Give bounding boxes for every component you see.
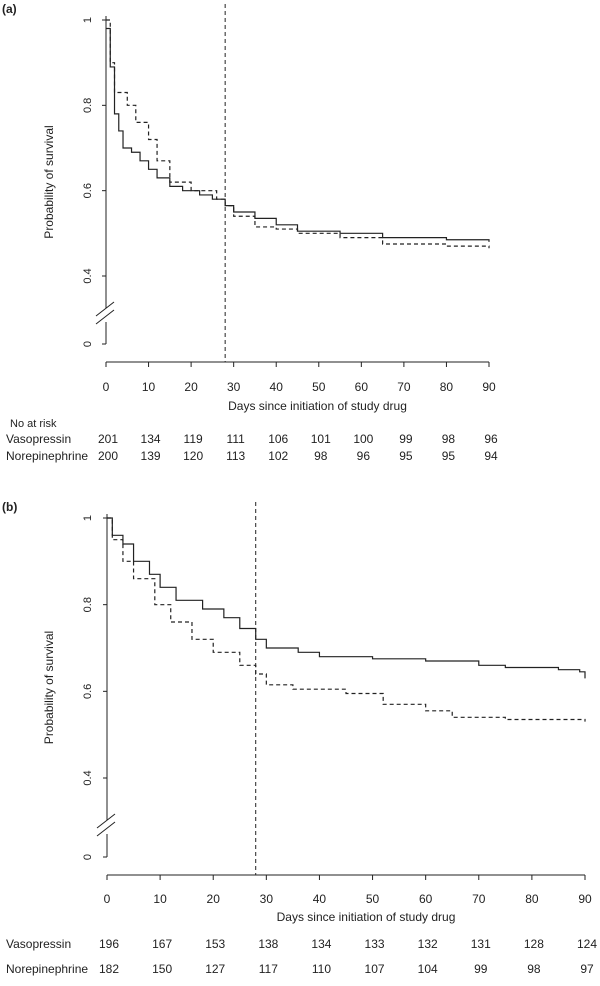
risk-count: 134: [141, 432, 161, 446]
x-tick-label: 50: [366, 892, 380, 906]
risk-row-name: Norepinephrine: [6, 962, 88, 976]
survival-curve: [107, 517, 586, 722]
survival-curve: [106, 19, 490, 249]
y-tick-label: 0: [82, 341, 94, 347]
axis-break: [96, 821, 116, 837]
risk-count: 97: [580, 962, 594, 976]
x-tick-label: 50: [312, 380, 326, 394]
x-tick-label: 60: [419, 892, 433, 906]
y-tick-label: 0.8: [82, 597, 94, 612]
risk-count: 107: [365, 962, 385, 976]
x-tick-label: 0: [103, 380, 110, 394]
y-axis-label: Probability of survival: [42, 631, 56, 744]
x-tick-label: 90: [482, 380, 496, 394]
axis-break: [95, 309, 115, 325]
survival-curve: [106, 27, 490, 242]
x-tick-label: 30: [227, 380, 241, 394]
x-tick-label: 20: [184, 380, 198, 394]
x-tick-label: 30: [260, 892, 274, 906]
x-axis-label: Days since initiation of study drug: [277, 910, 456, 924]
x-tick-label: 10: [153, 892, 167, 906]
x-tick-label: 90: [578, 892, 592, 906]
x-tick-label: 60: [355, 380, 369, 394]
x-tick-label: 80: [440, 380, 454, 394]
y-tick-label: 0.4: [82, 268, 94, 283]
x-tick-label: 40: [270, 380, 284, 394]
risk-count: 128: [524, 937, 544, 951]
risk-count: 138: [258, 937, 278, 951]
risk-count: 201: [98, 432, 118, 446]
panel-label: (a): [2, 2, 17, 16]
risk-count: 131: [471, 937, 491, 951]
risk-count: 101: [311, 432, 331, 446]
risk-count: 196: [99, 937, 119, 951]
risk-count: 153: [205, 937, 225, 951]
risk-count: 96: [357, 449, 371, 463]
y-axis-label: Probability of survival: [42, 125, 56, 238]
y-tick-label: 0: [82, 854, 94, 860]
risk-count: 99: [399, 432, 413, 446]
axis-break: [96, 813, 116, 829]
y-tick-label: 0.6: [82, 684, 94, 699]
risk-count: 94: [484, 449, 498, 463]
risk-count: 99: [474, 962, 488, 976]
risk-row-name: Vasopressin: [6, 937, 71, 951]
x-tick-label: 10: [142, 380, 156, 394]
y-tick-label: 0.8: [82, 98, 94, 113]
risk-count: 113: [226, 449, 245, 463]
risk-count: 111: [227, 432, 246, 446]
risk-count: 104: [418, 962, 438, 976]
axis-break: [95, 301, 115, 317]
survival-curve: [107, 517, 586, 679]
y-tick-label: 0.6: [82, 183, 94, 198]
risk-count: 133: [365, 937, 385, 951]
risk-count: 139: [141, 449, 161, 463]
y-tick-label: 0.4: [82, 770, 94, 785]
x-tick-label: 0: [104, 892, 111, 906]
x-tick-label: 40: [313, 892, 327, 906]
risk-count: 96: [484, 432, 498, 446]
panel-label: (b): [2, 500, 17, 514]
risk-count: 98: [314, 449, 328, 463]
y-tick-label: 1: [82, 515, 94, 521]
x-tick-label: 70: [397, 380, 411, 394]
risk-count: 98: [527, 962, 541, 976]
x-tick-label: 80: [525, 892, 539, 906]
risk-row-name: Vasopressin: [6, 432, 71, 446]
risk-count: 167: [152, 937, 172, 951]
risk-count: 150: [152, 962, 172, 976]
risk-count: 117: [259, 962, 278, 976]
risk-count: 132: [418, 937, 438, 951]
risk-count: 102: [268, 449, 288, 463]
risk-count: 200: [98, 449, 118, 463]
risk-count: 110: [312, 962, 331, 976]
risk-count: 119: [184, 432, 203, 446]
risk-table-title: No at risk: [10, 418, 57, 430]
risk-count: 134: [311, 937, 331, 951]
y-tick-label: 1: [82, 17, 94, 23]
risk-count: 106: [268, 432, 288, 446]
risk-count: 95: [442, 449, 456, 463]
risk-count: 124: [577, 937, 597, 951]
x-axis-label: Days since initiation of study drug: [228, 399, 407, 413]
x-tick-label: 20: [207, 892, 221, 906]
risk-count: 98: [442, 432, 456, 446]
risk-count: 182: [99, 962, 119, 976]
risk-count: 95: [399, 449, 413, 463]
risk-count: 100: [353, 432, 373, 446]
risk-count: 120: [183, 449, 203, 463]
x-tick-label: 70: [472, 892, 486, 906]
risk-count: 127: [205, 962, 225, 976]
risk-row-name: Norepinephrine: [6, 449, 88, 463]
